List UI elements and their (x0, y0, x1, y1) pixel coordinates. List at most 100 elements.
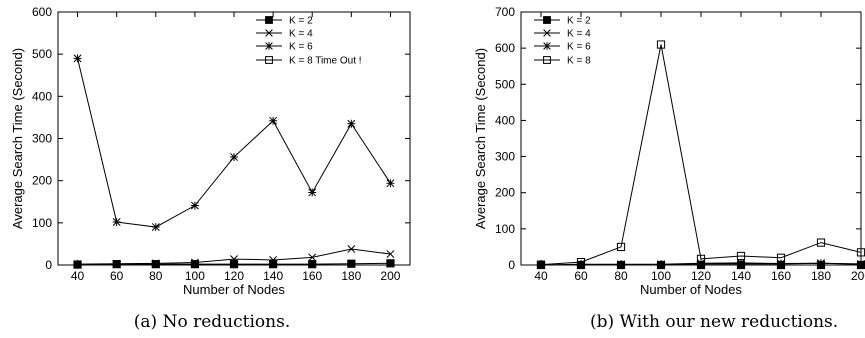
marker-x (347, 245, 356, 253)
x-tick-label: 180 (811, 269, 831, 283)
data-point-s3-80 (617, 260, 625, 269)
marker-x (269, 255, 278, 264)
marker-x (230, 255, 238, 264)
x-tick-label: 60 (110, 269, 124, 283)
legend: K = 2 K = 4 K = 6 K = 8 Time Out ! (256, 16, 362, 67)
data-point-s4-80 (616, 242, 626, 252)
marker-asterisk (817, 259, 825, 268)
marker-asterisk (151, 223, 160, 232)
marker-asterisk (190, 201, 199, 210)
marker-square-filled (151, 260, 160, 269)
marker-square-open (776, 253, 786, 262)
y-tick-label: 300 (495, 150, 515, 164)
marker-asterisk (737, 258, 745, 267)
legend-item-1: K = 2 (534, 16, 591, 27)
marker-x (190, 258, 199, 267)
marker-square-filled (386, 259, 395, 268)
data-point-s3-40 (537, 261, 545, 269)
y-tick-label: 600 (32, 5, 52, 19)
chart-no-reductions: 0 100 200 300 400 500 600 40 60 80 100 120 140 160 180… (10, 5, 411, 297)
marker-square-filled (190, 260, 199, 269)
x-tick-label: 120 (224, 269, 244, 283)
series-line-3 (77, 58, 391, 228)
y-axis-label: Average Search Time (Second) (473, 48, 488, 229)
marker-square-open (265, 56, 273, 64)
marker-x (543, 29, 551, 37)
marker-asterisk (265, 42, 273, 50)
legend-label: K = 6 (567, 42, 591, 53)
data-point-s1-180 (347, 259, 356, 268)
x-tick-label: 140 (731, 269, 751, 283)
x-tick-label: 100 (185, 269, 205, 283)
y-tick-label: 400 (495, 113, 515, 127)
y-tick-label: 500 (495, 77, 515, 91)
legend-marker (265, 29, 273, 37)
legend-label: K = 8 (567, 56, 591, 67)
marker-asterisk (230, 153, 238, 162)
data-point-s2-60 (112, 259, 121, 268)
x-tick-label: 80 (149, 269, 163, 283)
marker-square-open (736, 251, 746, 261)
marker-square-open (616, 242, 626, 252)
caption-b: (b) With our new reductions. (590, 312, 839, 332)
marker-x (151, 259, 160, 268)
x-tick-label: 120 (691, 269, 711, 283)
marker-square-filled (265, 16, 273, 24)
y-tick-label: 100 (495, 222, 515, 236)
data-point-s2-120 (230, 255, 238, 264)
data-point-s3-120 (230, 153, 238, 162)
y-tick-label: 500 (32, 47, 52, 61)
marker-x (112, 259, 121, 268)
marker-asterisk (112, 218, 121, 226)
x-tick-label: 200 (851, 269, 865, 283)
data-point-s1-200 (386, 259, 395, 268)
data-point-s3-60 (577, 260, 585, 269)
data-point-s3-200 (386, 179, 395, 188)
marker-x (386, 250, 395, 258)
data-point-s1-100 (190, 260, 199, 269)
y-tick-label: 600 (495, 41, 515, 55)
y-axis-label: Average Search Time (Second) (10, 48, 25, 229)
marker-asterisk (269, 116, 278, 125)
legend-label: K = 2 (567, 16, 591, 27)
legend-item-2: K = 4 (534, 29, 591, 40)
legend-item-1: K = 2 (256, 16, 313, 27)
legend-label: K = 6 (289, 42, 313, 53)
data-point-s3-160 (777, 259, 785, 268)
y-tick-label: 200 (32, 174, 52, 188)
marker-square-filled (543, 16, 551, 24)
data-point-s1-120 (229, 260, 239, 269)
marker-x (265, 29, 273, 37)
y-tick-label: 100 (32, 216, 52, 230)
marker-asterisk (308, 188, 317, 197)
marker-asterisk (347, 119, 356, 128)
marker-square-open (656, 40, 666, 49)
marker-square-open (576, 258, 586, 267)
x-axis-label: Number of Nodes (640, 282, 742, 297)
x-tick-label: 180 (341, 269, 361, 283)
data-point-s2-180 (347, 245, 356, 253)
data-point-s3-60 (112, 218, 121, 226)
data-point-s4-60 (576, 258, 586, 267)
series-line-4 (540, 44, 862, 266)
y-tick-label: 0 (508, 258, 515, 272)
x-tick-label: 100 (651, 269, 671, 283)
data-point-s4-100 (656, 40, 666, 49)
marker-asterisk (657, 260, 665, 269)
data-point-s3-140 (269, 116, 278, 125)
data-point-s3-100 (190, 201, 199, 210)
data-point-s3-100 (657, 260, 665, 269)
y-tick-label: 700 (495, 5, 515, 19)
data-point-s4-180 (816, 238, 826, 247)
marker-asterisk (857, 259, 865, 268)
legend-item-3: K = 6 (534, 42, 591, 53)
data-point-s4-120 (696, 254, 706, 263)
data-point-s2-160 (308, 253, 317, 262)
data-point-s3-40 (73, 54, 82, 63)
x-tick-label: 160 (302, 269, 322, 283)
plot-frame (57, 11, 411, 266)
y-tick-label: 400 (32, 89, 52, 103)
legend-label: K = 4 (289, 29, 313, 40)
data-point-s3-80 (151, 223, 160, 232)
x-tick-label: 40 (71, 269, 85, 283)
